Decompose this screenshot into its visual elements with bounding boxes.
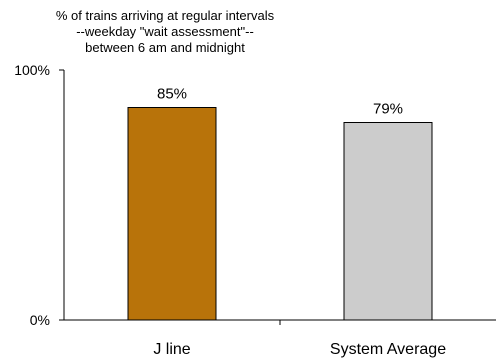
plot-area: 0% 100% 85% J line 79% System Average — [14, 62, 496, 358]
data-label: 79% — [373, 101, 403, 118]
data-label: 85% — [157, 86, 187, 103]
chart-title: % of trains arriving at regular interval… — [0, 8, 330, 56]
y-tick-label: 0% — [30, 312, 50, 328]
chart-title-line-1: % of trains arriving at regular interval… — [55, 8, 275, 23]
chart-title-line-2: --weekday "wait assessment"-- — [76, 24, 254, 39]
y-tick-label: 100% — [14, 62, 50, 78]
x-category-label: J line — [153, 341, 190, 358]
bar — [343, 122, 433, 321]
bar — [127, 107, 217, 321]
chart-title-line-3: between 6 am and midnight — [85, 40, 245, 55]
x-category-label: System Average — [330, 341, 446, 358]
